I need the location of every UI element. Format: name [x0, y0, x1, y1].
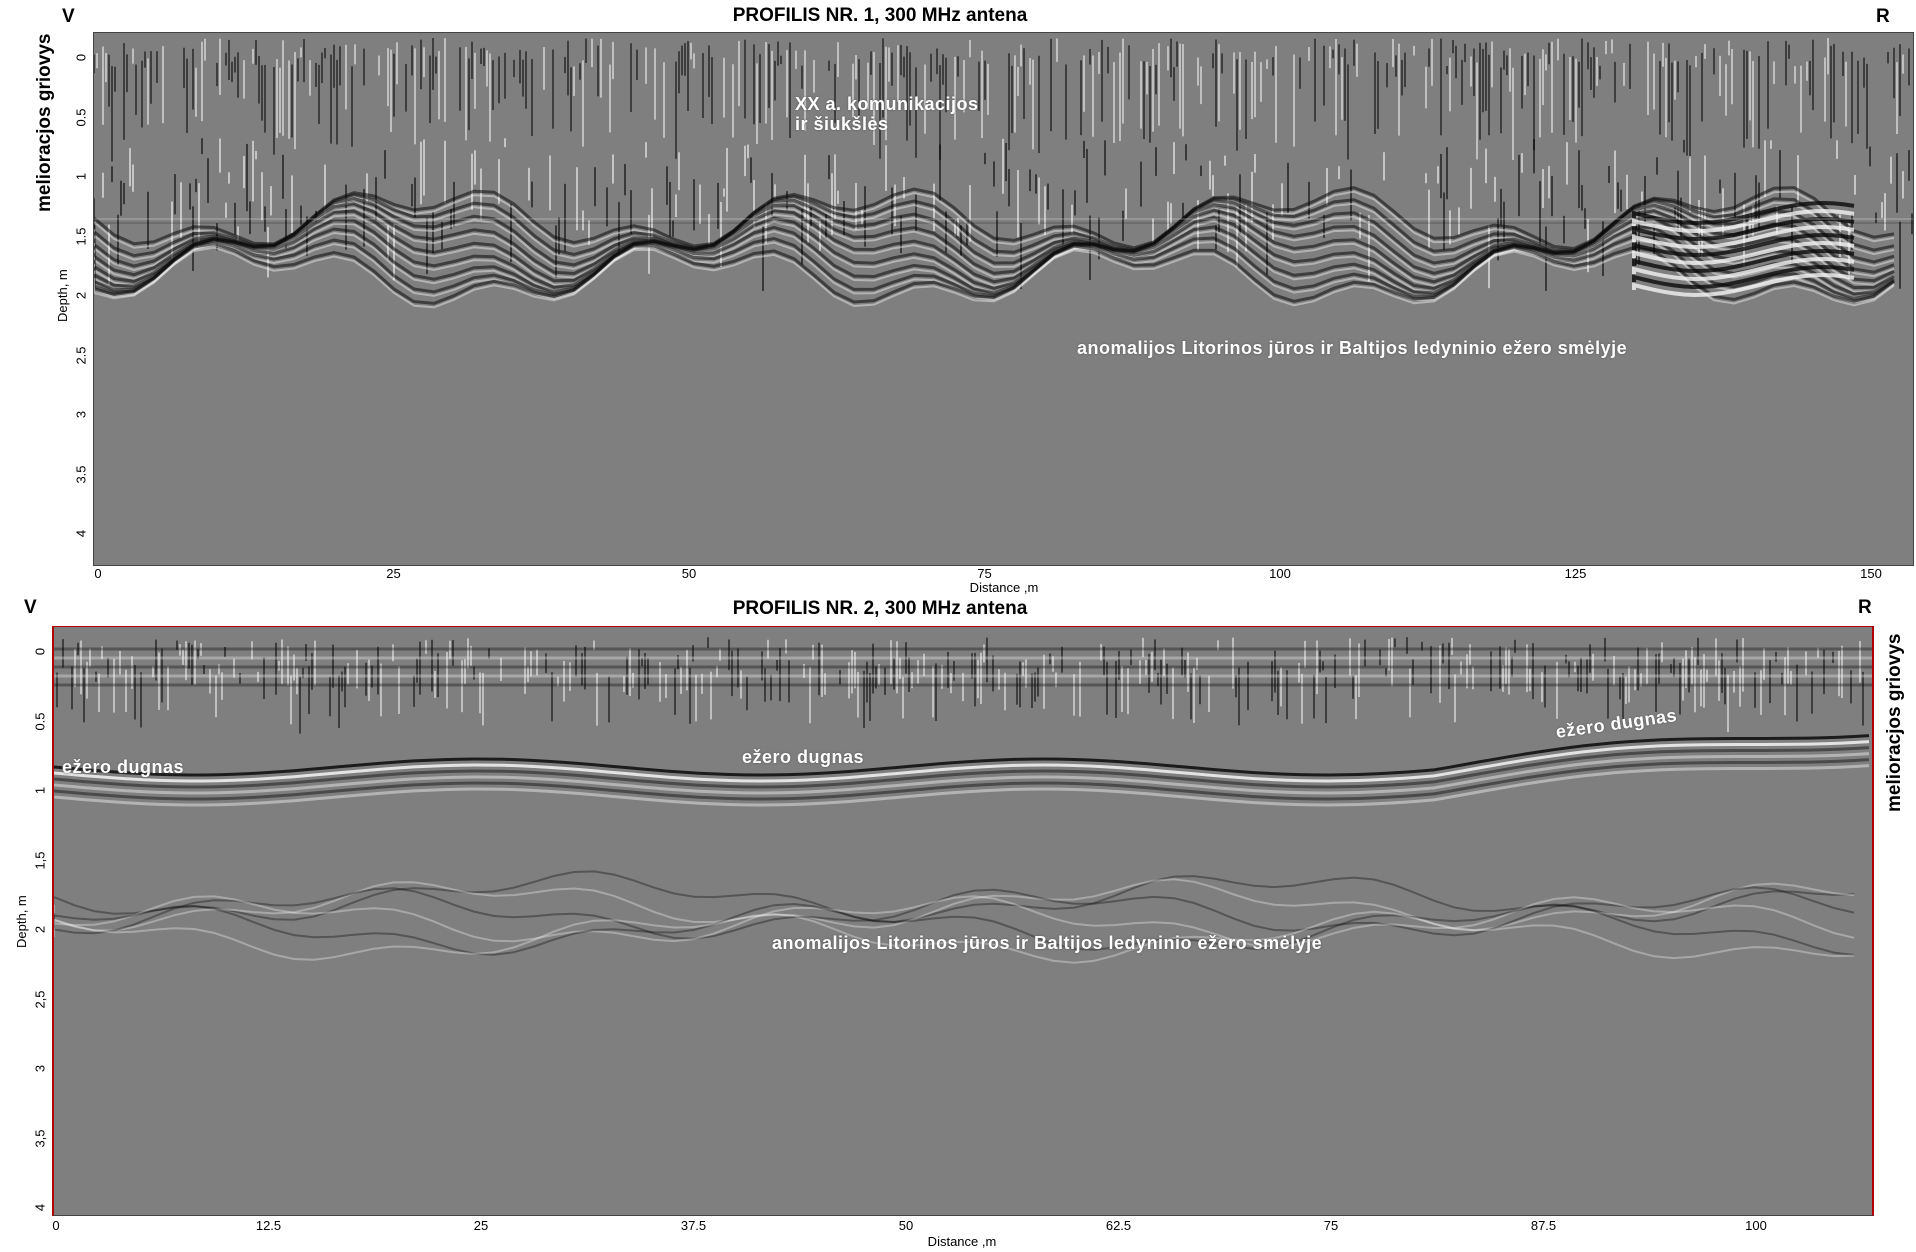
- y-tick-label: 2: [73, 291, 89, 300]
- x-tick-label: 87.5: [1530, 1218, 1557, 1233]
- profile2-annotation-lake-bottom-left: ežero dugnas: [62, 757, 185, 777]
- profile2-y-axis-title: Depth, m: [14, 895, 29, 948]
- profile2-side-label: melioracjos griovys: [1884, 633, 1905, 812]
- profile1-radargram: [93, 32, 1914, 566]
- y-tick-label: 2,5: [32, 989, 48, 1009]
- y-tick-label: 0: [73, 53, 89, 62]
- x-tick-label: 0: [94, 566, 102, 581]
- y-tick-label: 1: [32, 786, 48, 795]
- profile1-annotation-utilities: XX a. komunikacijos: [795, 94, 979, 114]
- profile1-x-axis-title: Distance ,m: [969, 580, 1039, 595]
- x-tick-label: 75: [1323, 1218, 1339, 1233]
- profile1-title: PROFILIS NR. 1, 300 MHz antena: [732, 5, 1028, 26]
- profile2-annotation-anomalies: anomalijos Litorinos jūros ir Baltijos l…: [772, 933, 1323, 953]
- x-tick-label: 25: [473, 1218, 489, 1233]
- profile2-right-corner: R: [1858, 597, 1872, 618]
- y-tick-label: 1: [73, 172, 89, 181]
- profile1-right-corner: R: [1876, 6, 1890, 27]
- y-tick-label: 3,5: [32, 1128, 48, 1148]
- y-tick-label: 3: [73, 410, 89, 419]
- x-tick-label: 12.5: [255, 1218, 282, 1233]
- y-tick-label: 1,5: [32, 850, 48, 870]
- profile2-title: PROFILIS NR. 2, 300 MHz antena: [732, 598, 1028, 619]
- y-tick-label: 2.5: [73, 345, 89, 365]
- y-tick-label: 1.5: [73, 226, 89, 246]
- profile2-radargram: [52, 626, 1874, 1216]
- profile2-left-corner: V: [24, 597, 37, 618]
- profile2-x-axis-title: Distance ,m: [927, 1234, 997, 1249]
- profile1-y-axis-title: Depth, m: [55, 269, 70, 322]
- y-tick-label: 4: [32, 1203, 48, 1212]
- profile2-annotation-lake-bottom-middle: ežero dugnas: [742, 747, 865, 767]
- y-tick-label: 0.5: [73, 107, 89, 127]
- x-tick-label: 25: [386, 566, 401, 581]
- y-tick-label: 2: [32, 925, 48, 934]
- x-tick-label: 100: [1269, 566, 1291, 581]
- profile1-side-label: melioracjos griovys: [34, 33, 55, 212]
- x-tick-label: 125: [1564, 566, 1587, 581]
- x-tick-label: 50: [681, 566, 697, 581]
- y-tick-label: 3.5: [73, 464, 89, 484]
- x-tick-label: 75: [977, 566, 992, 581]
- y-tick-label: 0: [32, 647, 48, 656]
- y-tick-label: 3: [32, 1064, 48, 1073]
- y-tick-label: 0.5: [32, 711, 48, 731]
- profile1-annotation-trash: ir šiukšlės: [795, 114, 889, 134]
- x-tick-label: 50: [898, 1218, 914, 1233]
- x-tick-label: 0: [52, 1218, 60, 1233]
- x-tick-label: 62.5: [1105, 1218, 1132, 1233]
- x-tick-label: 150: [1860, 566, 1882, 581]
- x-tick-label: 37.5: [680, 1218, 707, 1233]
- y-tick-label: 4: [73, 529, 89, 538]
- profile1-annotation-anomalies: anomalijos Litorinos jūros ir Baltijos l…: [1077, 338, 1628, 358]
- x-tick-label: 100: [1745, 1218, 1767, 1233]
- profile1-left-corner: V: [62, 6, 75, 27]
